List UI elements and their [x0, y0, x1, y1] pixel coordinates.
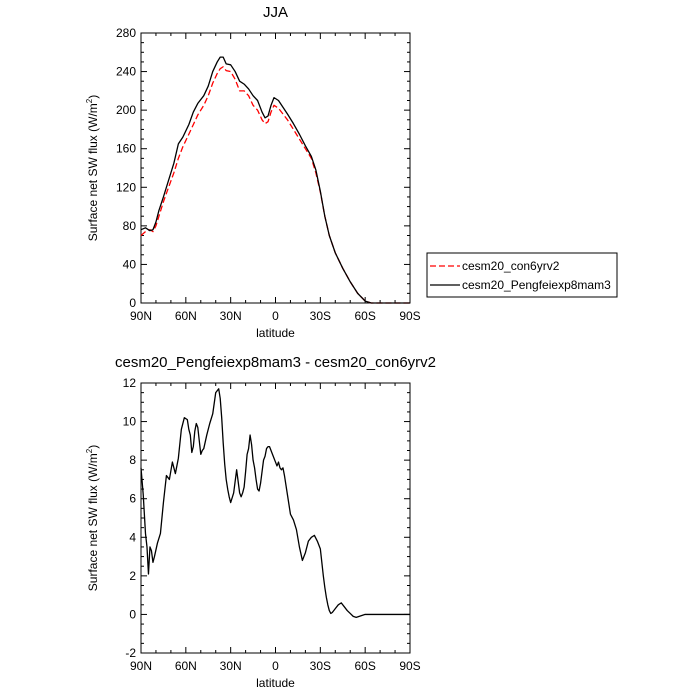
plot-frame	[140, 32, 411, 304]
y-axis-label-tail: )	[86, 95, 100, 99]
x-tick-label: 90N	[130, 309, 152, 323]
legend-box	[426, 252, 618, 298]
y-axis-label-superscript: 2	[85, 448, 94, 453]
legend-label-0: cesm20_con6yrv2	[462, 259, 560, 273]
y-tick-label: 200	[116, 103, 136, 117]
y-tick-label: 2	[129, 569, 136, 583]
legend: cesm20_con6yrv2 cesm20_Pengfeiexp8mam3	[426, 252, 618, 298]
x-tick-label: 0	[272, 659, 279, 673]
y-tick-label: 280	[116, 26, 136, 40]
x-tick-label: 60N	[175, 309, 197, 323]
y-axis-label-tail: )	[86, 445, 100, 449]
x-tick-label: 0	[272, 309, 279, 323]
y-tick-label: 4	[129, 530, 136, 544]
y-tick-label: -2	[125, 646, 136, 660]
x-tick-label: 90S	[399, 309, 420, 323]
series-line-0	[140, 66, 410, 304]
x-tick-label: 60S	[354, 659, 375, 673]
chart-panel-1: cesm20_Pengfeiexp8mam3 - cesm20_con6yrv2…	[85, 354, 436, 690]
series-line-1	[140, 56, 410, 304]
y-tick-label: 80	[123, 219, 137, 233]
x-tick-label: 90N	[130, 659, 152, 673]
y-tick-label: 40	[123, 257, 137, 271]
y-tick-label: 12	[123, 376, 137, 390]
x-axis-label: latitude	[256, 326, 295, 340]
x-tick-label: 30N	[220, 659, 242, 673]
y-axis-label: Surface net SW flux (W/m2)	[85, 445, 100, 591]
x-tick-label: 60S	[354, 309, 375, 323]
y-tick-label: 240	[116, 65, 136, 79]
x-tick-label: 90S	[399, 659, 420, 673]
y-tick-label: 6	[129, 492, 136, 506]
y-tick-label: 160	[116, 142, 136, 156]
y-axis-label-main: Surface net SW flux (W/m	[86, 103, 100, 241]
series-line-0	[140, 388, 410, 618]
y-axis-label-main: Surface net SW flux (W/m	[86, 453, 100, 591]
y-tick-label: 120	[116, 180, 136, 194]
x-tick-label: 60N	[175, 659, 197, 673]
chart-panel-0: JJA 90N 60N 30N 0 30S 60S 90S 0 40 80 120 160 200 240 2…	[85, 4, 618, 340]
x-tick-label: 30S	[310, 309, 331, 323]
y-tick-label: 10	[123, 415, 137, 429]
y-tick-label: 0	[129, 607, 136, 621]
plot-frame	[140, 382, 411, 654]
legend-label-1: cesm20_Pengfeiexp8mam3	[462, 278, 611, 292]
chart-title: cesm20_Pengfeiexp8mam3 - cesm20_con6yrv2	[115, 354, 436, 371]
y-axis-label-superscript: 2	[85, 98, 94, 103]
x-axis-label: latitude	[256, 676, 295, 690]
x-tick-label: 30N	[220, 309, 242, 323]
chart-title: JJA	[263, 4, 288, 21]
x-tick-label: 30S	[310, 659, 331, 673]
y-tick-label: 8	[129, 453, 136, 467]
y-axis-label: Surface net SW flux (W/m2)	[85, 95, 100, 241]
y-tick-label: 0	[129, 296, 136, 310]
